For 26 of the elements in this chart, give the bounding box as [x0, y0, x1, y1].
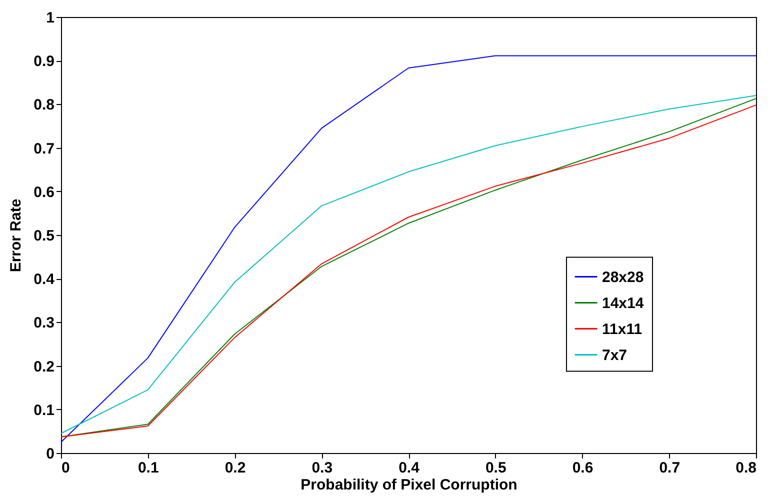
y-tick-label: 0.5 — [34, 228, 54, 244]
x-tick-label: 0.6 — [572, 460, 594, 476]
legend-label: 7x7 — [602, 346, 628, 364]
y-tick-label: 0 — [46, 446, 54, 462]
x-axis-title: Probability of Pixel Corruption — [300, 476, 518, 494]
legend-label: 14x14 — [602, 294, 644, 312]
x-tick-label: 0.4 — [398, 460, 420, 476]
y-tick-label: 1 — [46, 10, 54, 26]
legend-label: 11x11 — [602, 320, 642, 338]
x-tick-label: 0.8 — [736, 460, 756, 476]
x-tick-label: 0.2 — [224, 460, 246, 476]
x-tick-label: 0.7 — [659, 460, 680, 476]
y-tick-label: 0.1 — [34, 402, 54, 419]
y-tick-label: 0.9 — [34, 53, 54, 70]
y-tick-label: 0.4 — [34, 271, 56, 288]
y-tick-label: 0.2 — [34, 358, 54, 376]
x-tick-label: 0.5 — [485, 460, 506, 476]
y-tick-label: 0.6 — [34, 184, 54, 201]
y-axis-title: Error Rate — [8, 198, 25, 272]
x-tick-label: 0.3 — [312, 460, 333, 476]
x-tick-label: 0 — [62, 460, 70, 476]
y-tick-label: 0.3 — [34, 314, 54, 332]
y-tick-label: 0.8 — [34, 96, 54, 114]
x-tick-label: 0.1 — [138, 460, 159, 476]
y-tick-label: 0.7 — [34, 140, 54, 158]
legend-label: 28x28 — [602, 268, 644, 286]
